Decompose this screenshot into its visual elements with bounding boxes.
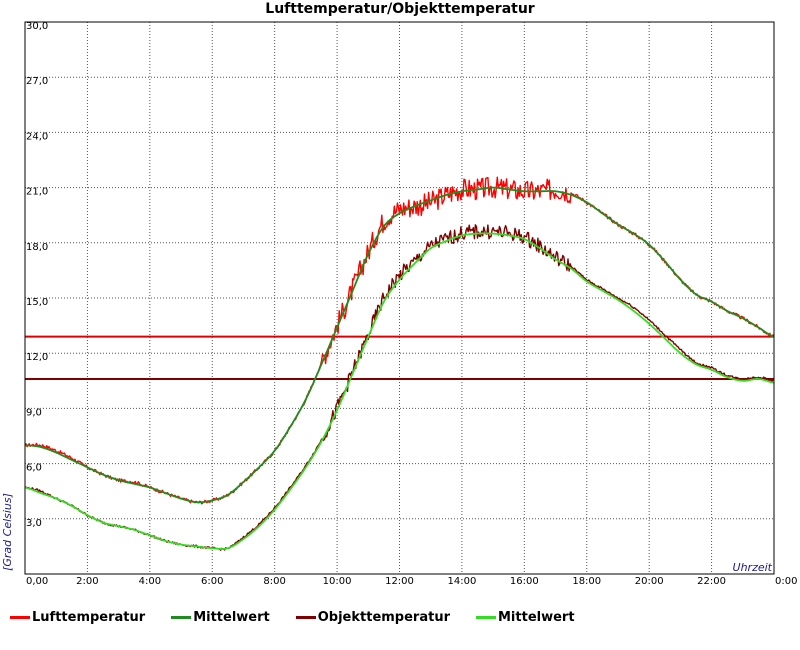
x-tick-label: 12:00 xyxy=(385,576,414,587)
legend-item: Mittelwert xyxy=(476,607,575,627)
y-tick-label: 27,0 xyxy=(26,76,48,87)
legend-label: Mittelwert xyxy=(193,609,270,625)
y-tick-label: 18,0 xyxy=(26,242,48,253)
y-tick-label: 3,0 xyxy=(26,518,42,529)
plot-frame xyxy=(24,21,775,575)
series-line-1 xyxy=(24,186,775,504)
x-tick-label: 4:00 xyxy=(139,576,161,587)
y-tick-label: 12,0 xyxy=(26,352,48,363)
legend-swatch xyxy=(295,615,316,619)
x-tick-label: 6:00 xyxy=(201,576,223,587)
legend: Lufttemperatur Mittelwert Objekttemperatur… xyxy=(10,607,601,627)
y-tick-label: 21,0 xyxy=(26,187,48,198)
x-tick-labels: 0,00 2:00 4:00 6:00 8:00 10:00 12:00 14:00 16:00… xyxy=(26,576,797,587)
x-tick-label: 2:00 xyxy=(76,576,98,587)
x-tick-label: 10:00 xyxy=(323,576,352,587)
legend-swatch xyxy=(10,615,30,619)
legend-item: Objekttemperatur xyxy=(295,607,450,627)
legend-label: Mittelwert xyxy=(498,609,575,625)
legend-item: Lufttemperatur xyxy=(10,607,145,627)
y-tick-label: 9,0 xyxy=(26,407,42,418)
y-tick-label: 24,0 xyxy=(26,131,48,142)
series-line-2 xyxy=(24,224,775,551)
x-tick-label: 14:00 xyxy=(448,576,477,587)
chart: Lufttemperatur/Objekttemperatur 3,0 6,0 9,… xyxy=(1,1,797,587)
y-tick-label: 30,0 xyxy=(26,21,48,32)
y-axis-label: [Grad Celsius] xyxy=(1,493,14,571)
x-tick-label: 22:00 xyxy=(697,576,726,587)
x-tick-label: 16:00 xyxy=(510,576,539,587)
x-tick-label: 18:00 xyxy=(572,576,601,587)
legend-swatch xyxy=(476,615,496,619)
legend-swatch xyxy=(171,615,192,619)
x-tick-label: 8:00 xyxy=(263,576,285,587)
series-group xyxy=(24,176,775,551)
y-tick-label: 6,0 xyxy=(26,463,42,474)
series-line-3 xyxy=(24,232,775,550)
grid xyxy=(25,22,774,574)
x-axis-label: Uhrzeit xyxy=(733,561,773,574)
x-tick-label: 20:00 xyxy=(635,576,664,587)
legend-label: Lufttemperatur xyxy=(32,609,146,625)
reference-lines xyxy=(25,335,774,380)
y-tick-label: 15,0 xyxy=(26,297,48,308)
y-tick-labels: 3,0 6,0 9,0 12,0 15,0 18,0 21,0 24,0 27,0 30,0 xyxy=(26,21,48,529)
x-tick-label: 0:00 xyxy=(775,576,797,587)
legend-item: Mittelwert xyxy=(171,607,270,627)
x-tick-label: 0,00 xyxy=(26,576,48,587)
legend-label: Objekttemperatur xyxy=(317,609,450,625)
chart-title: Lufttemperatur/Objekttemperatur xyxy=(265,1,535,17)
